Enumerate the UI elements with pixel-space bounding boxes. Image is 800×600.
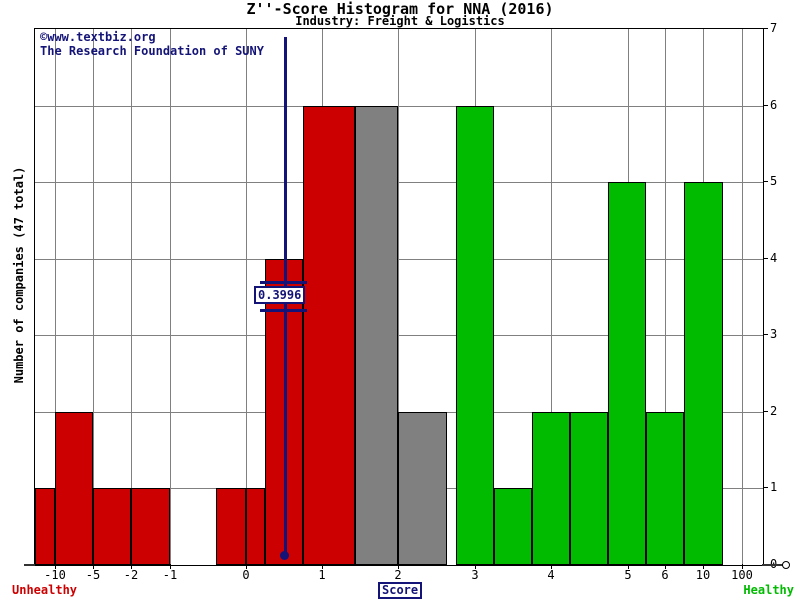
gridline-x-100 bbox=[742, 29, 743, 565]
x-tick-label-1: 1 bbox=[318, 568, 326, 582]
gridline-x-6 bbox=[665, 29, 666, 565]
score-axis-label: Score bbox=[378, 582, 423, 599]
y-tick-label-6: 6 bbox=[770, 97, 778, 112]
y-tick-7 bbox=[763, 28, 768, 29]
marker-value-label: 0.3996 bbox=[254, 286, 306, 304]
histogram-bar-3 bbox=[131, 488, 170, 565]
x-tick-label-3: 3 bbox=[471, 568, 479, 582]
x-tick-0 bbox=[246, 564, 247, 569]
histogram-bar-0 bbox=[35, 488, 55, 565]
gridline-x-0 bbox=[246, 29, 247, 565]
gridline-x--10 bbox=[55, 29, 56, 565]
y-tick-label-4: 4 bbox=[770, 250, 778, 265]
y-tick-2 bbox=[763, 410, 768, 412]
y-tick-label-7: 7 bbox=[770, 21, 778, 35]
x-tick-1 bbox=[322, 564, 323, 569]
histogram-bar-extra-0 bbox=[246, 488, 265, 565]
x-tick-label--1: -1 bbox=[162, 568, 178, 582]
x-tick--2 bbox=[131, 564, 132, 569]
x-tick-label-2: 2 bbox=[394, 568, 402, 582]
x-tick-100 bbox=[742, 564, 743, 569]
histogram-bar-17 bbox=[684, 182, 723, 565]
histogram-bar-5 bbox=[216, 488, 246, 565]
x-tick-10 bbox=[703, 564, 704, 569]
x-tick-label-4: 4 bbox=[547, 568, 555, 582]
y-tick-1 bbox=[763, 487, 768, 489]
y-tick-4 bbox=[763, 257, 768, 259]
x-tick-label--5: -5 bbox=[85, 568, 101, 582]
y-axis-title: Number of companies (47 total) bbox=[12, 166, 26, 384]
watermark-line-1: ©www.textbiz.org bbox=[40, 30, 156, 44]
x-tick-label-6: 6 bbox=[661, 568, 669, 582]
histogram-bar-14 bbox=[570, 411, 608, 565]
x-tick-label-100: 100 bbox=[731, 568, 753, 582]
chart-subtitle: Industry: Freight & Logistics bbox=[295, 14, 505, 28]
y-tick-label-5: 5 bbox=[770, 174, 778, 189]
gridline-x--5 bbox=[93, 29, 94, 565]
marker-dot bbox=[280, 551, 289, 560]
y-tick-label-2: 2 bbox=[770, 403, 778, 418]
unhealthy-label: Unhealthy bbox=[12, 583, 78, 597]
y-tick-label-1: 1 bbox=[770, 480, 778, 495]
x-tick-2 bbox=[398, 564, 399, 569]
x-tick--5 bbox=[93, 564, 94, 569]
axis-baseline-right bbox=[762, 564, 784, 566]
plot-area bbox=[34, 28, 764, 566]
histogram-bar-11 bbox=[456, 105, 494, 565]
axis-baseline-left bbox=[24, 564, 35, 566]
gridline-x-2 bbox=[398, 29, 399, 565]
x-tick-label-5: 5 bbox=[624, 568, 632, 582]
chart-title: Z''-Score Histogram for NNA (2016) bbox=[246, 0, 554, 18]
x-tick-label--2: -2 bbox=[123, 568, 139, 582]
y-tick-6 bbox=[763, 104, 768, 106]
histogram-bar-9 bbox=[398, 411, 447, 565]
y-tick-3 bbox=[763, 334, 768, 336]
gridline-y-3 bbox=[35, 335, 763, 337]
x-tick-label--10: -10 bbox=[44, 568, 66, 582]
x-tick-label-10: 10 bbox=[695, 568, 711, 582]
watermark: ©www.textbiz.org The Research Foundation… bbox=[40, 30, 264, 58]
x-tick--10 bbox=[55, 564, 56, 569]
gridline-x-4 bbox=[551, 29, 552, 565]
y-tick-5 bbox=[763, 181, 768, 183]
x-tick--1 bbox=[170, 564, 171, 569]
x-tick-4 bbox=[551, 564, 552, 569]
histogram-bar-12 bbox=[494, 488, 532, 565]
histogram-bar-13 bbox=[532, 411, 570, 565]
x-tick-3 bbox=[475, 564, 476, 569]
x-tick-6 bbox=[665, 564, 666, 569]
histogram-bar-8 bbox=[355, 105, 398, 565]
gridline-y-4 bbox=[35, 258, 763, 260]
healthy-label: Healthy bbox=[743, 583, 794, 597]
gridline-x--2 bbox=[131, 29, 132, 565]
gridline-y-5 bbox=[35, 182, 763, 184]
gridline-x--1 bbox=[170, 29, 171, 565]
x-tick-5 bbox=[628, 564, 629, 569]
y-tick-label-3: 3 bbox=[770, 327, 778, 342]
marker-cap-top bbox=[260, 281, 307, 284]
axis-end-circle-icon bbox=[782, 561, 790, 569]
watermark-line-2: The Research Foundation of SUNY bbox=[40, 44, 264, 58]
marker-cap-bottom bbox=[260, 309, 307, 312]
plot-inner bbox=[35, 29, 763, 565]
histogram-bar-16 bbox=[646, 411, 684, 565]
histogram-bar-1 bbox=[55, 411, 93, 565]
gridline-y-6 bbox=[35, 105, 763, 107]
histogram-bar-15 bbox=[608, 182, 646, 565]
histogram-bar-7 bbox=[303, 105, 355, 565]
histogram-bar-2 bbox=[93, 488, 131, 565]
x-tick-label-0: 0 bbox=[242, 568, 250, 582]
